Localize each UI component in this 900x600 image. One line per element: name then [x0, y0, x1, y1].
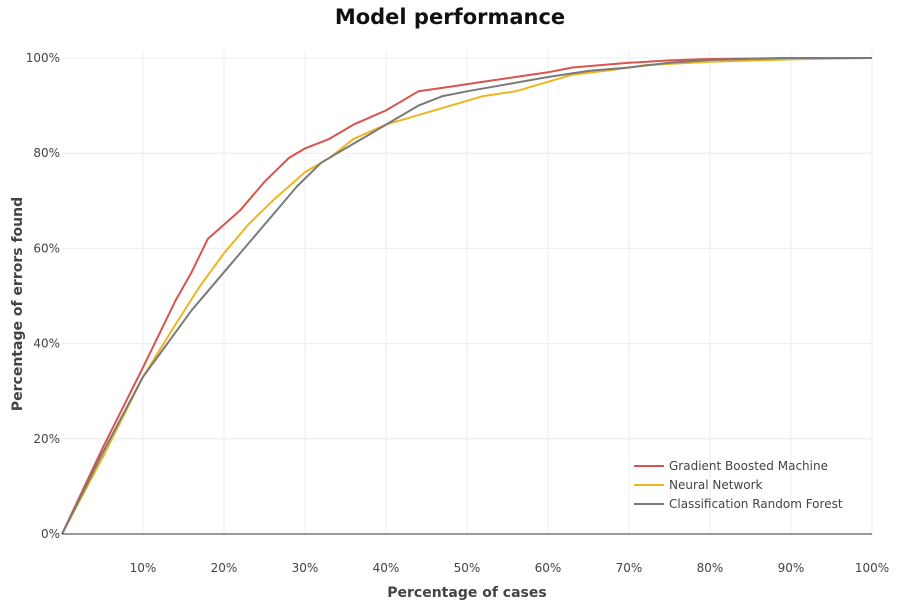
- y-tick-label: 40%: [33, 337, 60, 351]
- series-line: [61, 57, 872, 535]
- y-tick-label: 80%: [33, 146, 60, 160]
- series-line: [61, 57, 872, 535]
- x-tick-label: 40%: [373, 561, 400, 575]
- x-axis-title: Percentage of cases: [387, 585, 546, 600]
- axis-layer: 10% 20% 30% 40% 50% 60% 70% 80% 90% 100% 0% 20% 40% 6…: [26, 51, 889, 575]
- legend-label: Neural Network: [669, 478, 763, 492]
- y-tick-label: 100%: [26, 51, 60, 65]
- y-tick-label: 20%: [33, 432, 60, 446]
- x-tick-label: 80%: [697, 561, 724, 575]
- x-tick-label: 30%: [292, 561, 319, 575]
- x-tick-label: 70%: [616, 561, 643, 575]
- y-axis-title: Percentage of errors found: [10, 197, 26, 411]
- x-tick-label: 10%: [130, 561, 157, 575]
- grid-layer: [62, 50, 873, 534]
- x-tick-label: 100%: [855, 561, 889, 575]
- x-tick-label: 60%: [535, 561, 562, 575]
- legend-label: Gradient Boosted Machine: [669, 459, 828, 473]
- series-layer: [61, 57, 873, 535]
- x-tick-label: 20%: [211, 561, 238, 575]
- y-tick-label: 60%: [33, 241, 60, 255]
- chart-title: Model performance: [335, 5, 565, 29]
- x-tick-label: 50%: [454, 561, 481, 575]
- legend: Gradient Boosted Machine Neural Network Cl…: [634, 459, 843, 511]
- y-tick-label: 0%: [41, 527, 60, 541]
- x-tick-label: 90%: [778, 561, 805, 575]
- legend-label: Classification Random Forest: [669, 497, 843, 511]
